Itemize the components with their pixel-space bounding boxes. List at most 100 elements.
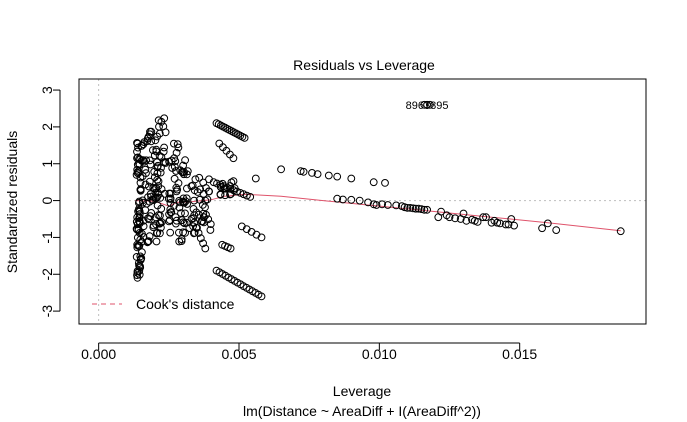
- data-point: [181, 156, 190, 165]
- data-point: [179, 197, 187, 206]
- data-point: [165, 217, 173, 226]
- data-point: [417, 205, 426, 214]
- data-point: [195, 195, 204, 204]
- data-point: [257, 233, 266, 242]
- x-tick-label: 0.000: [81, 346, 116, 362]
- data-point: [313, 170, 322, 179]
- data-point: [479, 213, 488, 222]
- data-point: [141, 165, 150, 174]
- data-point: [179, 228, 188, 237]
- data-point: [229, 186, 238, 195]
- data-point: [205, 187, 214, 196]
- smooth-line: [135, 193, 621, 232]
- data-point: [135, 199, 143, 207]
- data-point: [229, 154, 238, 163]
- data-point: [355, 196, 364, 205]
- data-point: [139, 216, 148, 225]
- data-point: [152, 237, 161, 246]
- y-tick-label: -3: [39, 305, 55, 318]
- data-point: [157, 218, 166, 227]
- data-point: [135, 217, 144, 226]
- data-point: [171, 213, 180, 222]
- data-point: [473, 218, 482, 226]
- data-point: [333, 172, 342, 181]
- data-point: [213, 179, 221, 188]
- data-point: [179, 168, 187, 177]
- chart-title: Residuals vs Leverage: [293, 57, 435, 73]
- data-point: [134, 259, 143, 268]
- data-point: [144, 237, 153, 246]
- legend: Cook's distance: [92, 296, 235, 312]
- data-point: [172, 148, 181, 157]
- data-point: [196, 234, 205, 243]
- data-point: [423, 205, 432, 214]
- data-point: [190, 196, 199, 205]
- data-point: [155, 129, 164, 138]
- data-point: [243, 191, 251, 200]
- data-point: [166, 195, 175, 203]
- data-point: [155, 219, 164, 228]
- data-point: [246, 193, 255, 201]
- y-tick-label: 3: [39, 86, 55, 94]
- data-point: [203, 195, 212, 204]
- data-point: [364, 198, 373, 207]
- data-point: [347, 195, 356, 204]
- data-point: [149, 146, 157, 155]
- data-point: [139, 156, 148, 165]
- data-point: [132, 171, 141, 179]
- data-point: [170, 139, 178, 148]
- data-point: [199, 239, 208, 248]
- data-point: [166, 208, 175, 217]
- data-point: [181, 209, 189, 218]
- data-point: [151, 213, 160, 222]
- data-point: [133, 233, 142, 242]
- data-point: [296, 167, 305, 176]
- data-point: [134, 143, 142, 152]
- data-point: [151, 136, 160, 145]
- data-point: [462, 216, 471, 225]
- data-point: [166, 228, 175, 237]
- data-point: [179, 218, 188, 227]
- data-point: [445, 213, 454, 222]
- x-axis-label: Leverage: [333, 383, 392, 399]
- x-tick-label: 0.015: [502, 346, 537, 362]
- data-point: [133, 225, 141, 234]
- data-point: [333, 194, 342, 203]
- data-point: [183, 167, 192, 176]
- y-tick-label: 0: [39, 196, 55, 204]
- data-point: [451, 214, 460, 223]
- data-point: [151, 194, 160, 203]
- data-point: [411, 204, 420, 213]
- data-point: [308, 169, 316, 177]
- data-point: [160, 143, 169, 152]
- data-point: [139, 233, 148, 241]
- y-axis-label: Standardized residuals: [4, 131, 20, 273]
- data-point: [406, 204, 415, 212]
- y-tick-label: -2: [39, 268, 55, 281]
- data-point: [159, 147, 168, 156]
- data-point: [157, 204, 166, 213]
- data-point: [176, 198, 184, 207]
- data-point: [161, 128, 170, 137]
- data-point: [133, 273, 142, 282]
- data-point: [501, 220, 510, 229]
- data-point: [192, 223, 201, 232]
- data-point: [134, 207, 143, 216]
- data-point: [507, 215, 516, 223]
- data-point: [409, 204, 417, 213]
- data-point: [299, 167, 308, 176]
- data-points-layer: [132, 114, 625, 301]
- data-point: [144, 132, 153, 141]
- data-point: [552, 226, 561, 235]
- chart-subtitle: lm(Distance ~ AreaDiff + I(AreaDiff^2)): [243, 403, 481, 419]
- data-point: [434, 213, 443, 222]
- data-point: [381, 179, 389, 187]
- labelled-point: [426, 100, 434, 109]
- data-point: [236, 189, 245, 197]
- data-point: [420, 205, 429, 214]
- data-point: [154, 116, 163, 125]
- data-point: [145, 182, 153, 191]
- data-point: [146, 127, 154, 136]
- data-point: [153, 169, 162, 178]
- y-axis: -3 -2 -1 0 1 2 3: [39, 86, 61, 318]
